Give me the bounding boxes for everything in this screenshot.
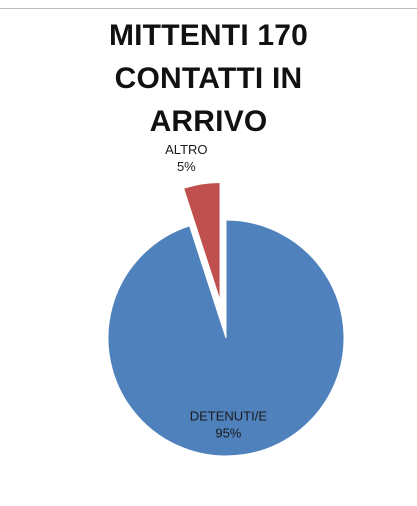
slice-value-altro: 5% bbox=[177, 159, 196, 174]
slice-label-detenuti-e: DETENUTI/E bbox=[190, 409, 268, 424]
chart-title: MITTENTI 170 CONTATTI IN ARRIVO bbox=[0, 14, 417, 143]
slice-label-altro: ALTRO bbox=[165, 142, 207, 157]
chart-title-line-2: CONTATTI IN bbox=[114, 62, 303, 95]
pie-slices bbox=[107, 181, 345, 457]
slice-value-detenuti-e: 95% bbox=[215, 426, 241, 441]
top-divider bbox=[0, 8, 417, 9]
chart-title-line-1: MITTENTI 170 bbox=[108, 19, 309, 52]
chart-title-line-3: ARRIVO bbox=[149, 105, 268, 138]
pie-labels: DETENUTI/E 95% ALTRO 5% bbox=[165, 142, 267, 441]
pie-slice-altro bbox=[182, 181, 221, 301]
pie-slice-detenuti-e bbox=[107, 219, 345, 457]
